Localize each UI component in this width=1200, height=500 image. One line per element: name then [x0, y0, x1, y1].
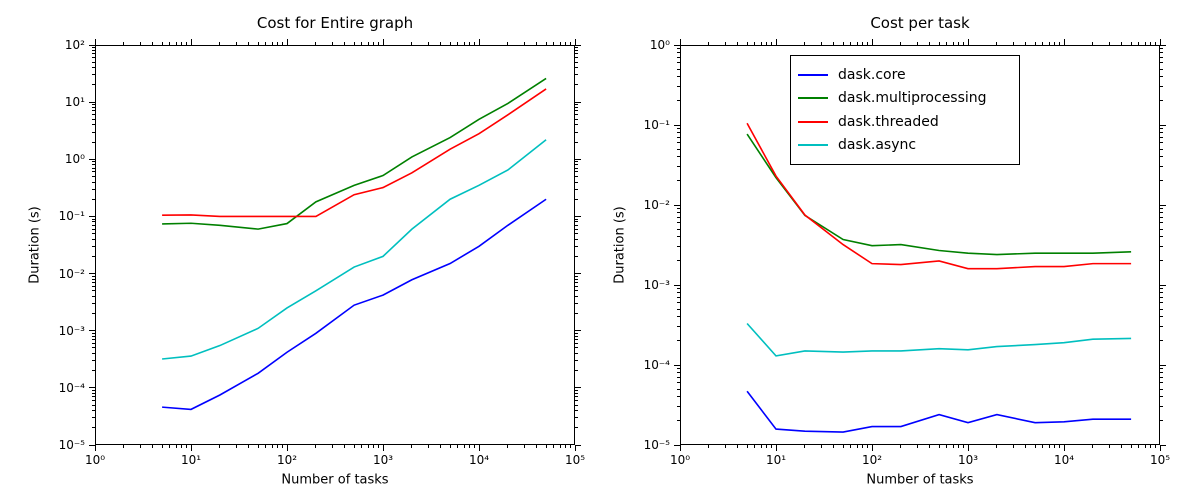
right-line-dask-core	[747, 391, 1131, 432]
legend-swatch-dask-multiprocessing	[798, 97, 828, 99]
figure: Cost for Entire graphNumber of tasksDura…	[0, 0, 1200, 500]
legend-label: dask.multiprocessing	[838, 90, 987, 106]
right-lines	[0, 0, 1200, 500]
legend-swatch-dask-async	[798, 144, 828, 146]
legend-swatch-dask-core	[798, 74, 828, 76]
legend-item-dask-multiprocessing: dask.multiprocessing	[798, 87, 987, 111]
legend-item-dask-threaded: dask.threaded	[798, 110, 939, 134]
right-line-dask-async	[747, 324, 1131, 356]
legend-label: dask.core	[838, 67, 906, 83]
legend-item-dask-core: dask.core	[798, 63, 906, 87]
legend-label: dask.async	[838, 137, 916, 153]
legend-swatch-dask-threaded	[798, 121, 828, 123]
legend-label: dask.threaded	[838, 114, 939, 130]
legend-item-dask-async: dask.async	[798, 134, 916, 158]
